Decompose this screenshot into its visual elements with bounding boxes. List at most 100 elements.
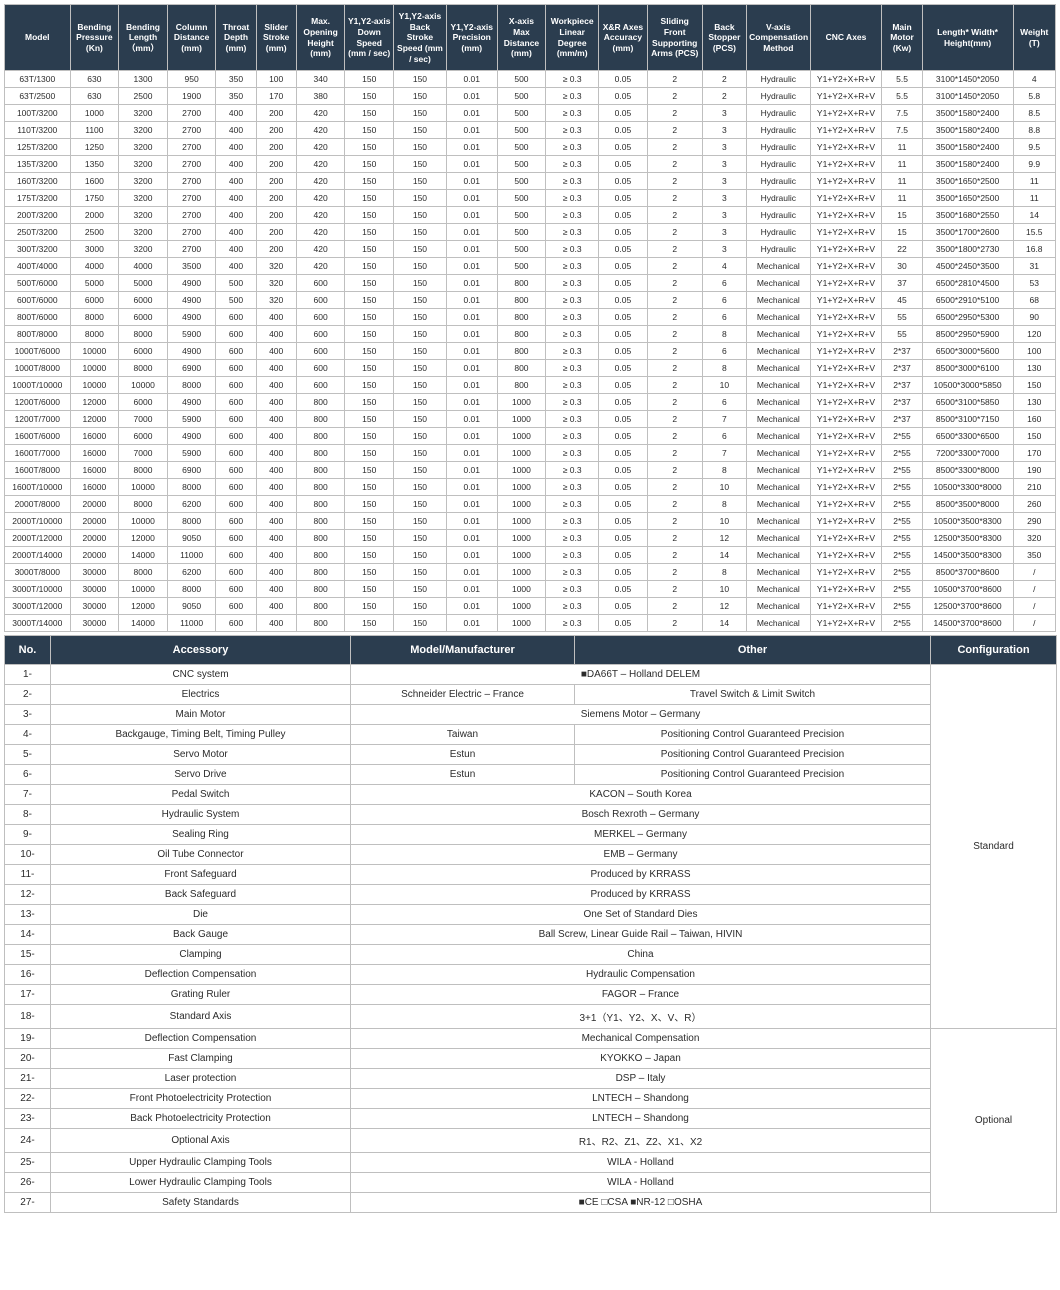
spec-cell: 6200 xyxy=(167,564,216,581)
acc-name-cell: Laser protection xyxy=(51,1069,351,1089)
spec-cell: 6 xyxy=(702,292,746,309)
spec-body: 63T/130063013009503501003401501500.01500… xyxy=(5,71,1056,632)
spec-cell: 12000 xyxy=(119,530,168,547)
spec-cell: 2 xyxy=(702,71,746,88)
acc-row: 18-Standard Axis3+1（Y1、Y2、X、V、R） xyxy=(5,1005,1057,1029)
spec-cell: 53 xyxy=(1013,275,1055,292)
spec-cell: Y1+Y2+X+R+V xyxy=(810,122,882,139)
spec-cell: 11000 xyxy=(167,547,216,564)
spec-cell: Y1+Y2+X+R+V xyxy=(810,156,882,173)
spec-cell: 14 xyxy=(1013,207,1055,224)
spec-header-cell: Max. Opening Height (mm) xyxy=(296,5,345,71)
spec-cell: 0.05 xyxy=(599,105,648,122)
spec-cell: Mechanical xyxy=(747,445,810,462)
spec-cell: 20000 xyxy=(70,547,119,564)
spec-cell: ≥ 0.3 xyxy=(546,581,599,598)
spec-cell: 600 xyxy=(296,275,345,292)
acc-detail-cell: China xyxy=(351,945,931,965)
spec-row: 300T/32003000320027004002004201501500.01… xyxy=(5,241,1056,258)
spec-cell: 6000 xyxy=(119,292,168,309)
spec-cell: 0.05 xyxy=(599,88,648,105)
spec-cell: 3500*1700*2600 xyxy=(922,224,1013,241)
spec-cell: 6200 xyxy=(167,496,216,513)
acc-header-cell: Accessory xyxy=(51,636,351,665)
spec-cell: 2 xyxy=(647,241,702,258)
spec-cell: 12500*3500*8300 xyxy=(922,530,1013,547)
acc-no-cell: 2- xyxy=(5,685,51,705)
spec-cell: 9.5 xyxy=(1013,139,1055,156)
spec-cell: 2000T/10000 xyxy=(5,513,71,530)
spec-cell: 6000 xyxy=(119,309,168,326)
spec-cell: / xyxy=(1013,564,1055,581)
spec-cell: 400 xyxy=(216,122,256,139)
spec-cell: 150 xyxy=(394,615,447,632)
spec-cell: 6500*2950*5300 xyxy=(922,309,1013,326)
spec-cell: 150 xyxy=(394,360,447,377)
spec-cell: 0.05 xyxy=(599,156,648,173)
spec-cell: 150 xyxy=(394,479,447,496)
spec-cell: 6000 xyxy=(119,428,168,445)
acc-row: 22-Front Photoelectricity ProtectionLNTE… xyxy=(5,1089,1057,1109)
spec-cell: 2 xyxy=(647,530,702,547)
spec-cell: 0.01 xyxy=(446,598,497,615)
spec-cell: 2 xyxy=(647,360,702,377)
spec-cell: Y1+Y2+X+R+V xyxy=(810,173,882,190)
spec-cell: 0.01 xyxy=(446,428,497,445)
spec-cell: 8 xyxy=(702,564,746,581)
spec-row: 1600T/800016000800069006004008001501500.… xyxy=(5,462,1056,479)
spec-cell: 200T/3200 xyxy=(5,207,71,224)
spec-cell: 150 xyxy=(345,462,394,479)
acc-name-cell: Back Safeguard xyxy=(51,885,351,905)
spec-cell: 10 xyxy=(702,479,746,496)
spec-row: 110T/32001100320027004002004201501500.01… xyxy=(5,122,1056,139)
spec-cell: Hydraulic xyxy=(747,88,810,105)
spec-cell: 6 xyxy=(702,394,746,411)
spec-cell: 600 xyxy=(216,326,256,343)
spec-cell: 340 xyxy=(296,71,345,88)
spec-cell: 4500*2450*3500 xyxy=(922,258,1013,275)
spec-cell: ≥ 0.3 xyxy=(546,71,599,88)
spec-cell: 0.05 xyxy=(599,292,648,309)
accessory-table: No.AccessoryModel/ManufacturerOtherConfi… xyxy=(4,635,1057,1213)
acc-no-cell: 22- xyxy=(5,1089,51,1109)
spec-cell: 6900 xyxy=(167,462,216,479)
acc-row: 1-CNC system■DA66T – Holland DELEMStanda… xyxy=(5,665,1057,685)
spec-cell: 1600T/8000 xyxy=(5,462,71,479)
spec-cell: Hydraulic xyxy=(747,173,810,190)
spec-cell: Mechanical xyxy=(747,479,810,496)
spec-cell: 45 xyxy=(882,292,922,309)
spec-cell: Mechanical xyxy=(747,377,810,394)
acc-detail-cell: 3+1（Y1、Y2、X、V、R） xyxy=(351,1005,931,1029)
spec-cell: 420 xyxy=(296,207,345,224)
spec-cell: Mechanical xyxy=(747,309,810,326)
acc-detail-cell: Hydraulic Compensation xyxy=(351,965,931,985)
spec-header-cell: V-axis Compensation Method xyxy=(747,5,810,71)
spec-cell: 400 xyxy=(256,547,296,564)
spec-cell: 0.05 xyxy=(599,190,648,207)
spec-cell: 260 xyxy=(1013,496,1055,513)
spec-cell: ≥ 0.3 xyxy=(546,479,599,496)
spec-cell: 12500*3700*8600 xyxy=(922,598,1013,615)
spec-cell: 150 xyxy=(345,122,394,139)
spec-cell: 400 xyxy=(216,241,256,258)
spec-cell: 0.05 xyxy=(599,71,648,88)
spec-cell: 2700 xyxy=(167,105,216,122)
spec-cell: 320 xyxy=(1013,530,1055,547)
spec-cell: 600 xyxy=(216,530,256,547)
spec-cell: 400 xyxy=(256,530,296,547)
spec-cell: 2700 xyxy=(167,190,216,207)
spec-cell: 150 xyxy=(345,156,394,173)
spec-cell: 300T/3200 xyxy=(5,241,71,258)
spec-cell: 0.01 xyxy=(446,496,497,513)
spec-row: 3000T/1000030000100008000600400800150150… xyxy=(5,581,1056,598)
spec-cell: 1000T/10000 xyxy=(5,377,71,394)
spec-cell: 3 xyxy=(702,105,746,122)
spec-cell: 12000 xyxy=(70,411,119,428)
spec-cell: 130 xyxy=(1013,394,1055,411)
spec-cell: 150 xyxy=(345,513,394,530)
acc-detail-cell: One Set of Standard Dies xyxy=(351,905,931,925)
spec-cell: / xyxy=(1013,615,1055,632)
spec-row: 800T/80008000800059006004006001501500.01… xyxy=(5,326,1056,343)
acc-row: 12-Back SafeguardProduced by KRRASS xyxy=(5,885,1057,905)
spec-cell: 4 xyxy=(1013,71,1055,88)
